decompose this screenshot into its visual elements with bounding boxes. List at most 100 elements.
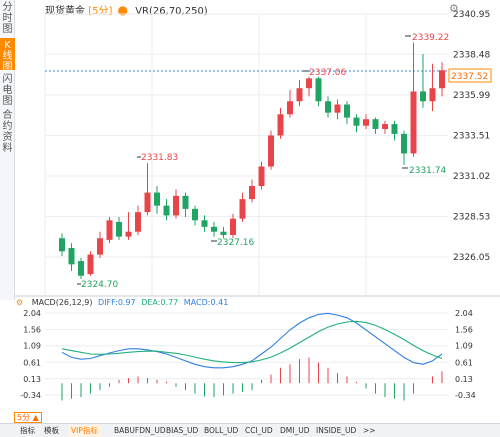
candle-body — [382, 124, 388, 129]
candle-body — [372, 119, 379, 129]
candle-body — [135, 212, 141, 232]
price-tick-label: 2335.99 — [453, 91, 490, 101]
tab-babufdn[interactable]: BABUFDN_UD — [114, 426, 166, 435]
candle-body — [429, 88, 436, 102]
candle-body — [192, 208, 198, 221]
candle-body — [401, 133, 407, 154]
candles — [59, 42, 445, 280]
candle-body — [363, 119, 369, 126]
price-tick-label: 2340.95 — [453, 10, 490, 20]
candle-body — [315, 78, 322, 102]
candle-body — [211, 226, 217, 232]
price-annotations: 2339.22 2337.06 2331.83 2324.70 2327.16 … — [77, 33, 449, 290]
tab-templates[interactable]: 模板 — [44, 426, 59, 435]
tab-more[interactable]: >> — [363, 426, 376, 435]
macd-tick-right: 0.13 — [455, 375, 473, 384]
tab-boll[interactable]: BOLL_UD — [204, 426, 239, 435]
candle-body — [306, 78, 312, 89]
macd-histogram — [61, 357, 443, 401]
candle-body — [296, 88, 303, 102]
period-badge[interactable]: 5分 ▲ — [14, 412, 42, 423]
macd-tick-left: -0.34 — [20, 391, 41, 400]
candle-body — [154, 192, 160, 206]
period-sidebar: 分时图 K线图 闪电图 合约资料 — [0, 0, 15, 300]
price-axis: 2340.95 2338.48 2335.99 2333.51 2331.02 2328.… — [453, 10, 490, 263]
macd-settings-icon[interactable]: ⚙ — [16, 298, 24, 307]
macd-tick-right: -0.34 — [455, 391, 476, 400]
annotation-low-right: 2331.74 — [409, 166, 446, 176]
tab-flash[interactable]: 闪电图 — [0, 72, 15, 107]
tab-label: 闪电图 — [2, 74, 13, 107]
candle-body — [439, 70, 445, 89]
price-tick-label: 2338.48 — [453, 50, 490, 60]
chart-header: 现货黄金 [5分] ● VR(26,70,250) — [45, 2, 208, 17]
candle-body — [344, 104, 350, 118]
macd-diff-value: DIFF:0.97 — [98, 298, 136, 307]
tab-kline[interactable]: K线图 — [0, 38, 15, 73]
candle-body — [163, 205, 170, 216]
tab-time-sharing[interactable]: 分时图 — [0, 0, 15, 35]
candle-body — [325, 101, 331, 113]
macd-tick-right: 1.56 — [455, 326, 473, 335]
candle-body — [68, 248, 75, 265]
vr-indicator-label[interactable]: VR(26,70,250) — [135, 6, 208, 17]
tab-inside[interactable]: INSIDE_UD — [316, 426, 357, 435]
candle-body — [249, 186, 255, 200]
indicator-tab-bar: 指标 模板 VIP指标 BABUFDN_UD BIAS_UD BOLL_UD C… — [0, 423, 500, 437]
annotation-low-mid: 2327.16 — [217, 238, 254, 248]
macd-tick-left: 0.13 — [23, 375, 41, 384]
macd-macd-value: MACD:0.41 — [183, 298, 229, 307]
candle-body — [182, 195, 189, 209]
macd-tick-left: 1.09 — [23, 342, 41, 351]
candle-body — [391, 124, 398, 134]
tab-label: K线图 — [2, 40, 13, 73]
candle-body — [78, 261, 84, 276]
current-price-label: 2337.52 — [451, 72, 488, 82]
tab-indicators[interactable]: 指标 — [20, 426, 35, 435]
price-tick-label: 2331.02 — [453, 172, 490, 182]
annotation-low-left: 2324.70 — [81, 280, 118, 290]
macd-dea-line — [61, 320, 443, 364]
annotation-mid-high: 2337.06 — [309, 68, 346, 78]
candle-body — [201, 220, 208, 227]
tab-vip-indicators[interactable]: VIP指标 — [68, 425, 101, 437]
macd-dea-value: DEA:0.77 — [141, 298, 179, 307]
candle-body — [334, 104, 341, 113]
annotation-high: 2339.22 — [412, 33, 449, 43]
macd-title[interactable]: MACD(26,12,9) — [31, 298, 93, 307]
candle-body — [87, 254, 94, 275]
chart-grid — [44, 13, 448, 296]
tab-bias[interactable]: BIAS_UD — [166, 426, 199, 435]
macd-tick-right: 0.61 — [455, 358, 473, 367]
macd-tick-left: 0.61 — [23, 358, 41, 367]
macd-tick-right: 2.04 — [455, 309, 473, 318]
candle-body — [97, 238, 103, 255]
candle-body — [410, 91, 417, 154]
tab-label: 合约资料 — [2, 110, 13, 154]
candle-body — [106, 220, 113, 240]
tab-label: 分时图 — [2, 2, 13, 35]
macd-tick-left: 1.56 — [23, 326, 41, 335]
tab-contract-info[interactable]: 合约资料 — [0, 108, 15, 154]
macd-grid — [45, 312, 448, 396]
candle-body — [144, 192, 151, 213]
tab-dmi[interactable]: DMI_UD — [280, 426, 310, 435]
macd-legend: ⚙ MACD(26,12,9) DIFF:0.97 DEA:0.77 MACD:… — [16, 298, 228, 307]
candle-body — [287, 101, 293, 115]
candle-body — [258, 166, 265, 187]
candle-body — [353, 117, 360, 126]
price-tick-label: 2328.53 — [453, 213, 490, 223]
period-label[interactable]: [5分] — [88, 6, 113, 17]
macd-diff-line — [61, 312, 443, 369]
candle-body — [220, 231, 227, 235]
candle-body — [230, 218, 236, 235]
indicator-dot-icon: ● — [117, 3, 129, 17]
candle-body — [277, 114, 284, 136]
price-tick-label: 2333.51 — [453, 131, 490, 141]
settings-icon[interactable]: ⚙ — [449, 2, 459, 15]
annotation-left-high: 2331.83 — [141, 153, 178, 163]
symbol-name: 现货黄金 — [45, 6, 85, 17]
candle-body — [239, 199, 246, 219]
tab-cci[interactable]: CCI_UD — [245, 426, 273, 435]
